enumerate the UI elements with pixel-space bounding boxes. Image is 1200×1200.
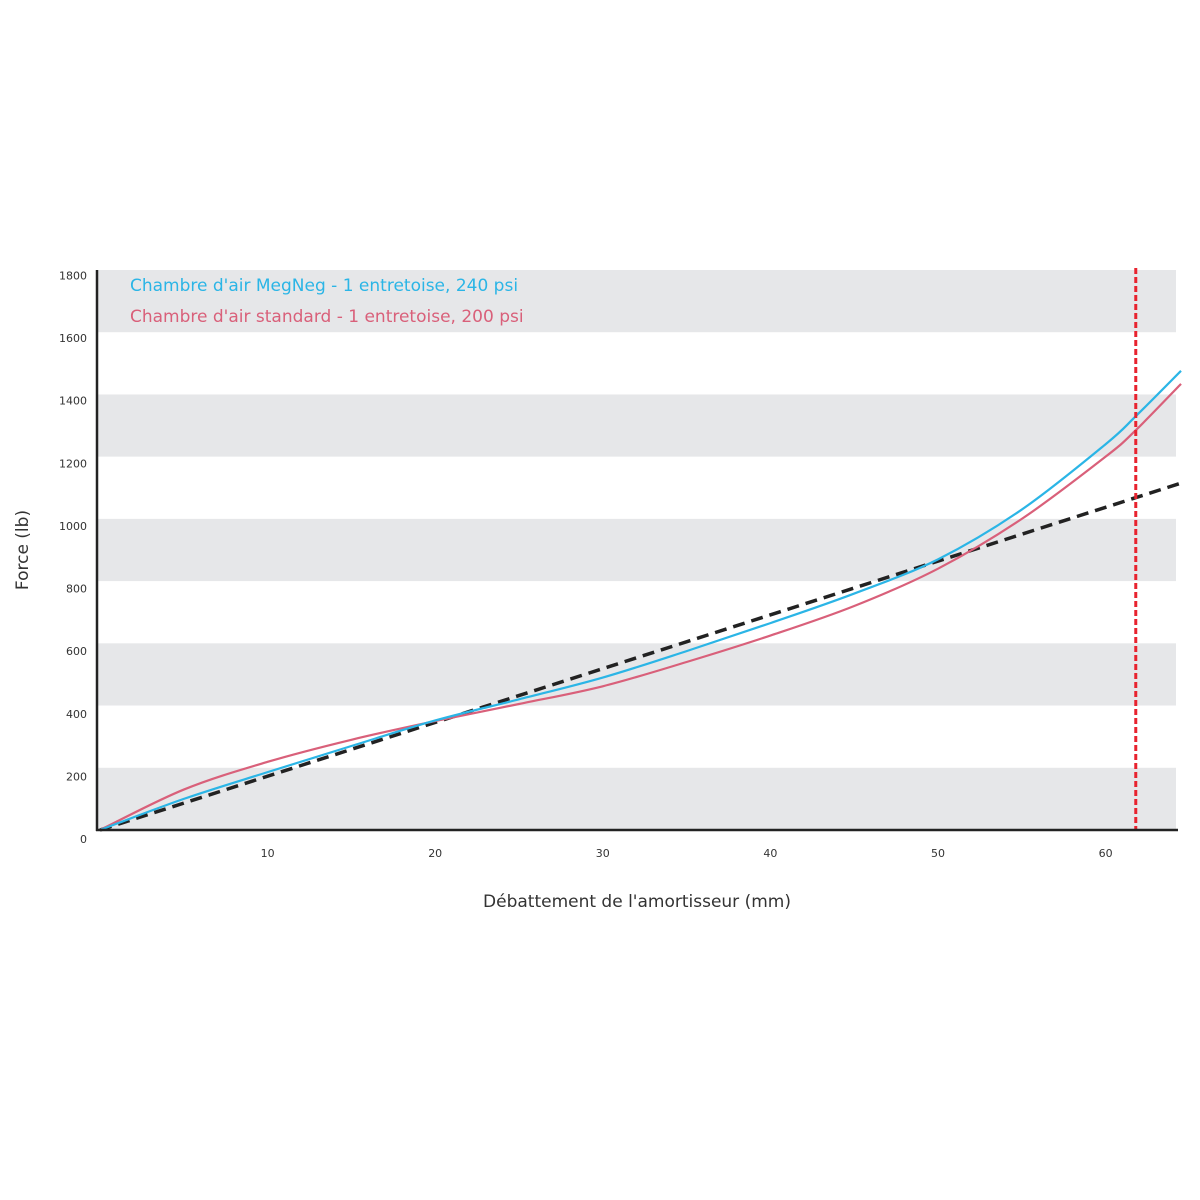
x-tick-label: 40: [763, 847, 777, 860]
y-tick-label: 0: [80, 833, 87, 846]
grid-band: [97, 643, 1176, 706]
grid-band: [97, 394, 1176, 457]
legend-entry-megneg: Chambre d'air MegNeg - 1 entretoise, 240…: [130, 276, 518, 296]
grid-band: [97, 767, 1176, 830]
x-tick-label: 30: [596, 847, 610, 860]
y-tick-label: 1400: [59, 395, 87, 408]
series-lines: [99, 370, 1182, 832]
x-tick-label: 20: [428, 847, 442, 860]
grid-band: [97, 518, 1176, 582]
legend-entry-standard: Chambre d'air standard - 1 entretoise, 2…: [130, 307, 524, 327]
series-standard-line: [99, 383, 1182, 831]
grid-bands: [97, 270, 1176, 830]
y-tick-label: 1600: [59, 332, 87, 345]
series-megneg-line: [99, 370, 1182, 832]
x-tick-label: 10: [261, 847, 275, 860]
grid-band: [97, 270, 1176, 333]
y-tick-label: 600: [66, 645, 87, 658]
x-axis-ticks: 10 20 30 40 50 60: [261, 847, 1113, 860]
y-tick-label: 1200: [59, 457, 87, 470]
x-tick-label: 60: [1099, 847, 1113, 860]
y-axis-ticks: 0 200 400 600 800 1000 1200 1400 1600 1800: [59, 269, 87, 846]
y-axis-label: Force (lb): [13, 510, 33, 590]
x-tick-label: 50: [931, 847, 945, 860]
y-tick-label: 1800: [59, 269, 87, 282]
y-tick-label: 800: [66, 583, 87, 596]
y-tick-label: 400: [66, 708, 87, 721]
y-tick-label: 1000: [59, 520, 87, 533]
y-tick-label: 200: [66, 770, 87, 783]
x-axis-label: Débattement de l'amortisseur (mm): [483, 892, 791, 912]
